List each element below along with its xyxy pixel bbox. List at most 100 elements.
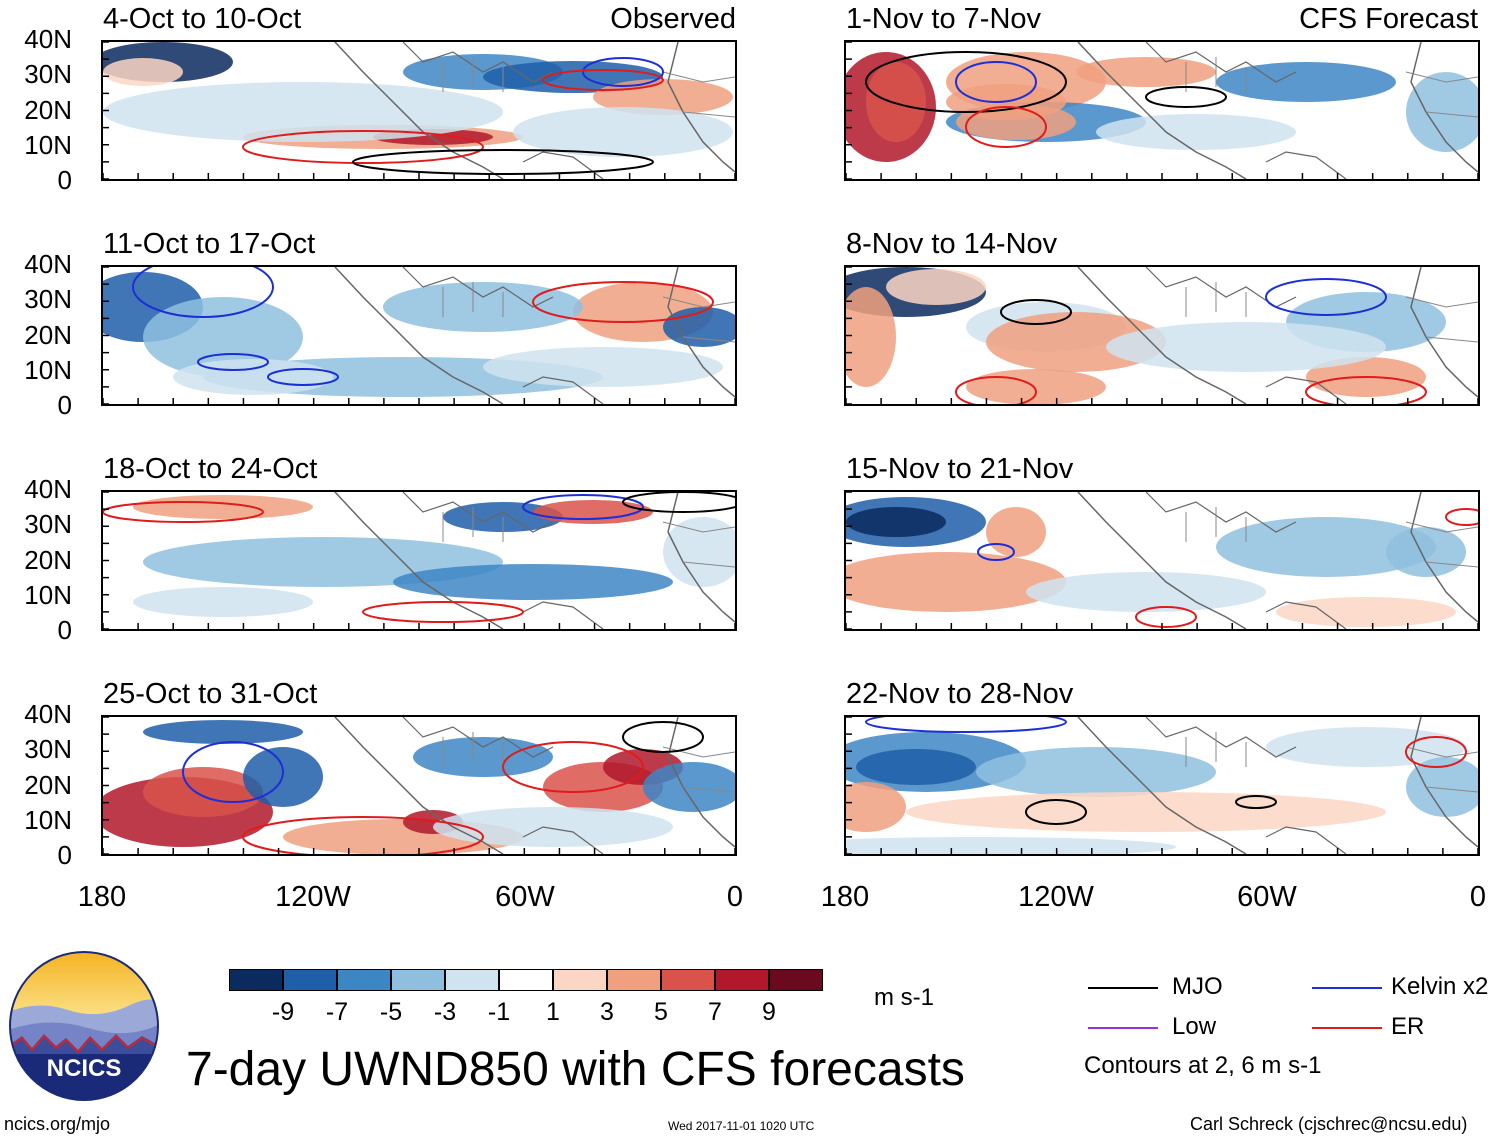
country-borders xyxy=(1405,71,1478,118)
wave-contour xyxy=(103,501,264,523)
coastline xyxy=(1265,376,1347,404)
lat-label: 0 xyxy=(57,390,72,420)
colorbar-tick: -5 xyxy=(379,998,403,1026)
wave-contour xyxy=(955,61,1037,103)
country-borders xyxy=(662,521,735,568)
wave-contour xyxy=(622,721,704,753)
colorbar-tick: -9 xyxy=(271,998,295,1026)
country-borders xyxy=(662,296,735,343)
colorbar-swatch xyxy=(229,969,283,991)
low-legend-label: Low xyxy=(1172,1013,1217,1040)
coastline xyxy=(1410,267,1478,398)
lat-label: 40N xyxy=(24,474,72,504)
lat-label: 30N xyxy=(24,284,72,314)
coastline xyxy=(667,42,735,173)
wave-contour xyxy=(502,741,644,793)
wave-contour xyxy=(1405,736,1467,768)
lon-label: 60W xyxy=(1237,881,1297,913)
colorbar-swatch xyxy=(715,969,769,991)
map-panel-obs-1 xyxy=(101,40,737,181)
anomaly-shading xyxy=(1096,114,1296,150)
anomaly-shading xyxy=(103,82,503,142)
colorbar-swatch xyxy=(661,969,715,991)
lon-label: 120W xyxy=(1018,881,1094,913)
contours-note: Contours at 2, 6 m s-1 xyxy=(1084,1052,1322,1079)
wave-contour xyxy=(1445,508,1478,526)
panel-title-obs-3: 18-Oct to 24-Oct xyxy=(103,453,318,485)
wind-anomaly-map xyxy=(846,267,1478,404)
footer-url[interactable]: ncics.org/mjo xyxy=(4,1114,111,1134)
lon-label: 60W xyxy=(495,881,555,913)
coastline xyxy=(334,492,504,629)
anomaly-shading xyxy=(1106,322,1386,372)
coastline xyxy=(522,376,604,404)
wave-contour xyxy=(532,281,714,323)
lon-label: 180 xyxy=(820,881,870,913)
lat-label: 20N xyxy=(24,545,72,575)
anomaly-shading xyxy=(1276,597,1456,627)
coastline xyxy=(667,267,735,398)
anomaly-shading xyxy=(533,500,653,524)
lon-label: 0 xyxy=(1469,881,1487,913)
lat-label: 40N xyxy=(24,24,72,54)
anomaly-shading xyxy=(986,507,1046,557)
coastline xyxy=(1410,492,1478,623)
lat-label: 0 xyxy=(57,840,72,870)
anomaly-shading xyxy=(846,782,906,832)
country-borders xyxy=(1405,521,1478,568)
anomaly-shading xyxy=(133,495,313,519)
anomaly-shading xyxy=(143,720,303,744)
colorbar-swatch xyxy=(499,969,553,991)
lat-label: 20N xyxy=(24,95,72,125)
lon-label: 0 xyxy=(726,881,744,913)
lat-label: 0 xyxy=(57,165,72,195)
wave-contour xyxy=(362,601,524,623)
lat-label: 10N xyxy=(24,805,72,835)
wave-contour xyxy=(977,543,1015,561)
wave-contour xyxy=(1135,606,1197,628)
wind-anomaly-map xyxy=(103,492,735,629)
anomaly-shading xyxy=(1406,757,1478,817)
er-legend-label: ER xyxy=(1391,1013,1425,1040)
wave-contour xyxy=(1000,299,1072,325)
wave-contour xyxy=(1265,278,1387,316)
panel-title-obs-4: 25-Oct to 31-Oct xyxy=(103,678,318,710)
wave-contour xyxy=(965,106,1047,148)
anomaly-shading xyxy=(1216,62,1396,102)
anomaly-shading xyxy=(846,287,896,387)
wave-contour xyxy=(1025,799,1087,825)
wind-anomaly-map xyxy=(846,42,1478,179)
coastline xyxy=(1410,42,1478,173)
colorbar-swatch xyxy=(607,969,661,991)
anomaly-shading xyxy=(103,58,183,86)
coastline xyxy=(402,42,554,83)
coastline xyxy=(1145,492,1297,533)
low-legend-line xyxy=(1088,1027,1158,1029)
coastline xyxy=(402,492,554,533)
lat-label: 10N xyxy=(24,580,72,610)
panel-title-fc-4: 22-Nov to 28-Nov xyxy=(846,678,1074,710)
anomaly-shading xyxy=(173,359,333,395)
wind-anomaly-map xyxy=(103,717,735,854)
wind-anomaly-map xyxy=(846,492,1478,629)
anomaly-shading xyxy=(846,507,946,537)
coastline xyxy=(522,601,604,629)
coastline xyxy=(522,151,604,179)
colorbar-tick: 1 xyxy=(546,998,560,1026)
wave-contour xyxy=(955,376,1037,404)
state-borders xyxy=(442,282,504,317)
anomaly-shading xyxy=(593,79,733,115)
country-borders xyxy=(1405,296,1478,343)
anomaly-shading xyxy=(663,517,735,587)
coastline xyxy=(667,492,735,623)
wave-contour xyxy=(267,368,339,386)
anomaly-shading xyxy=(483,347,723,387)
coastline xyxy=(402,717,554,758)
anomaly-shading xyxy=(1386,527,1466,577)
lon-label: 120W xyxy=(275,881,351,913)
colorbar-tick: 7 xyxy=(708,998,722,1026)
wave-contour xyxy=(522,494,644,520)
panel-title-fc-1: 1-Nov to 7-Nov xyxy=(846,3,1042,35)
lat-label: 30N xyxy=(24,59,72,89)
kelvin-legend-label: Kelvin x2 xyxy=(1391,973,1489,1000)
